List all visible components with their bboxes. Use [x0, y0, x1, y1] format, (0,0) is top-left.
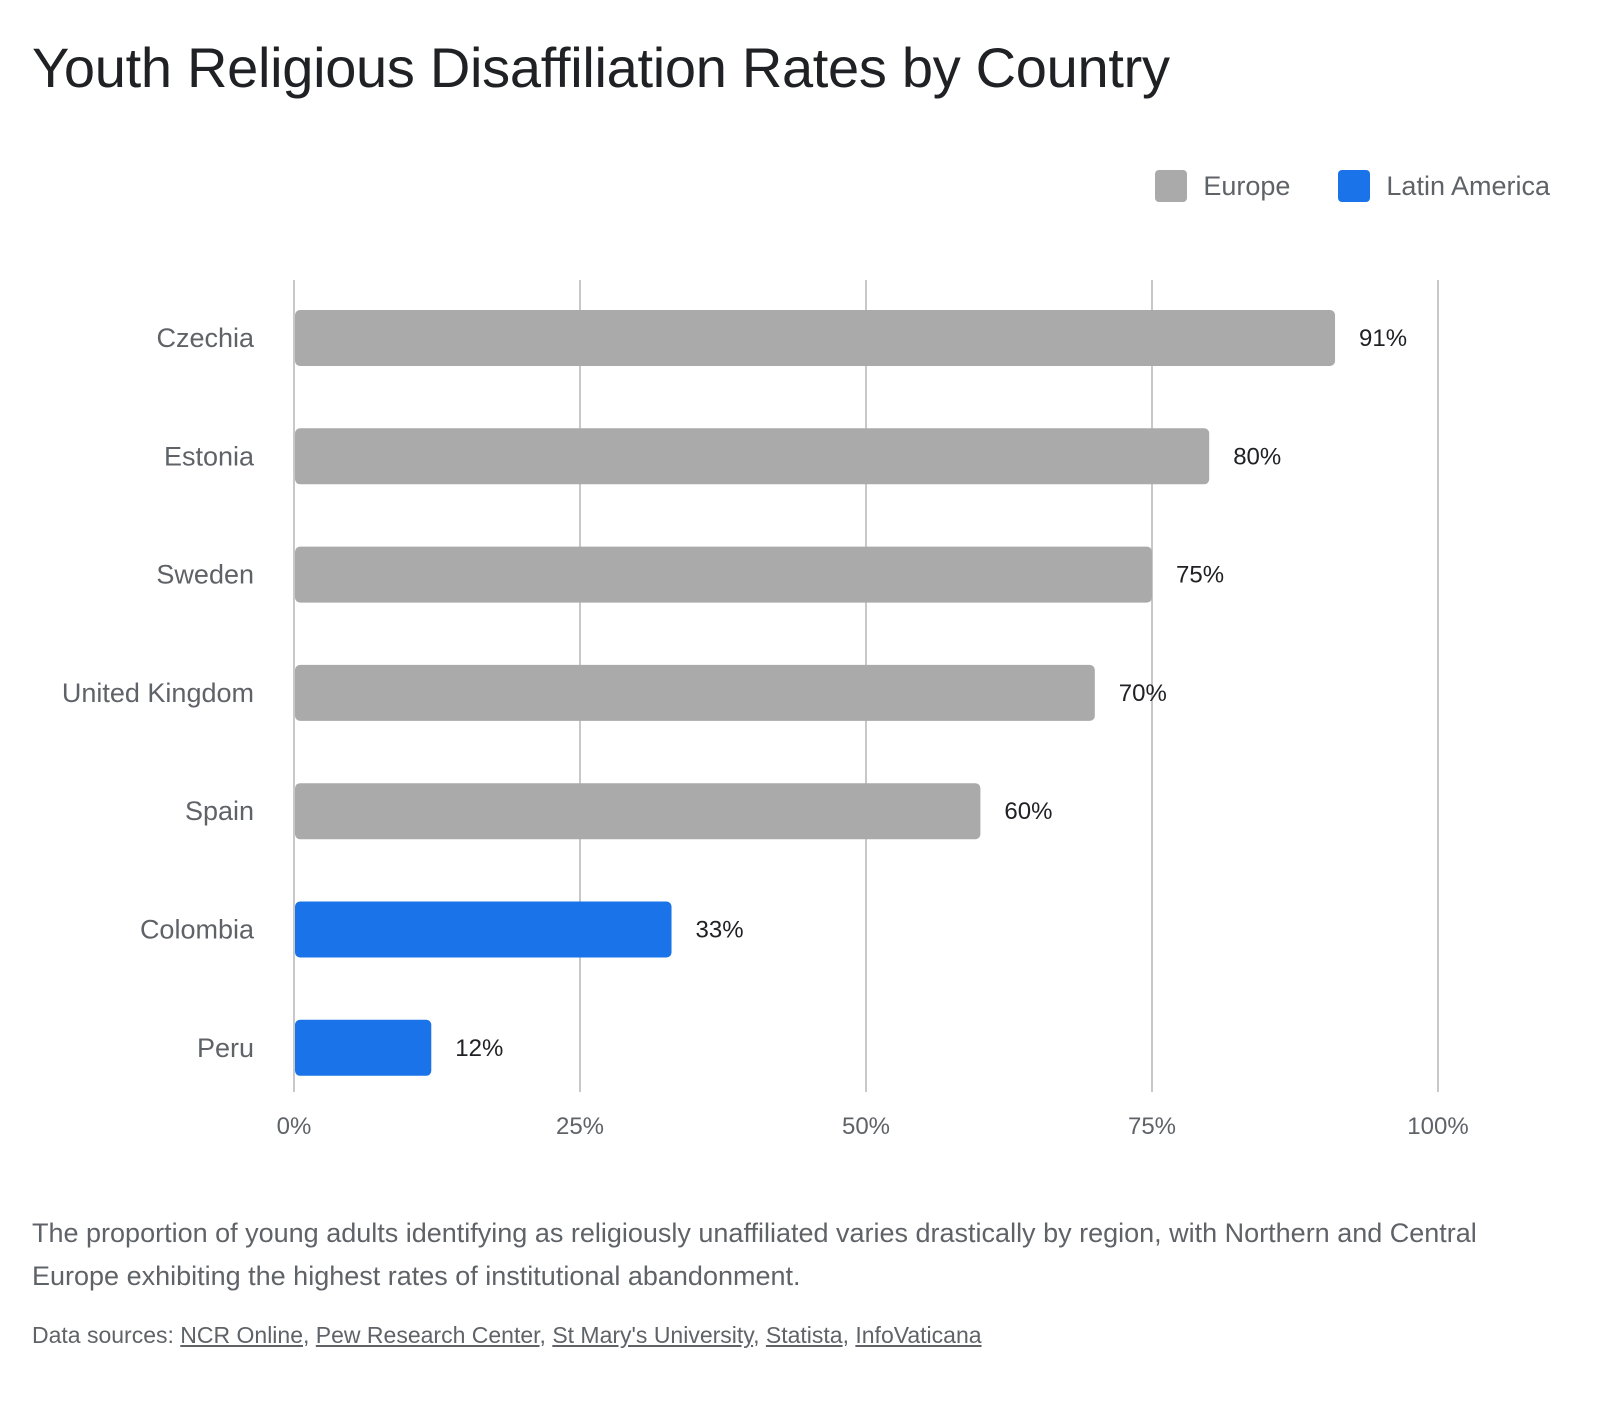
category-label-united-kingdom: United Kingdom: [62, 678, 254, 708]
bar-colombia: [295, 901, 672, 958]
x-tick-label-50: 50%: [842, 1113, 890, 1140]
x-tick-label-0: 0%: [277, 1113, 312, 1140]
category-label-spain: Spain: [185, 796, 254, 826]
data-label-peru: 12%: [455, 1035, 503, 1062]
source-link-statista[interactable]: Statista: [765, 1322, 843, 1348]
bar-spain: [295, 783, 981, 840]
legend-item-europe: Europe: [1155, 170, 1290, 202]
data-label-estonia: 80%: [1233, 443, 1281, 470]
source-link-infovaticana[interactable]: InfoVaticana: [855, 1322, 982, 1348]
category-label-estonia: Estonia: [164, 441, 255, 471]
data-label-spain: 60%: [1004, 798, 1052, 825]
data-sources: Data sources: NCR Online, Pew Research C…: [32, 1322, 982, 1348]
legend-label-latin-america: Latin America: [1386, 170, 1550, 201]
data-label-colombia: 33%: [696, 917, 744, 944]
bar-chart: 0% 25% 50% 75% 100% Czechia 91% Estonia 80% Swede…: [62, 280, 1469, 1140]
category-label-sweden: Sweden: [156, 560, 254, 590]
data-label-czechia: 91%: [1359, 325, 1407, 352]
bar-peru: [295, 1019, 432, 1076]
category-label-czechia: Czechia: [156, 323, 255, 353]
data-label-sweden: 75%: [1176, 562, 1224, 589]
legend-label-europe: Europe: [1203, 170, 1291, 201]
legend-item-latin-america: Latin America: [1338, 170, 1550, 202]
data-label-united-kingdom: 70%: [1119, 680, 1167, 707]
chart-caption: The proportion of young adults identifyi…: [32, 1218, 1477, 1291]
category-label-peru: Peru: [197, 1033, 254, 1063]
bar-czechia: [295, 310, 1336, 366]
bar-estonia: [295, 428, 1210, 485]
x-tick-label-100: 100%: [1407, 1113, 1468, 1140]
x-tick-label-75: 75%: [1128, 1113, 1176, 1140]
bar-united-kingdom: [295, 664, 1095, 721]
legend-swatch-latin-america: [1338, 170, 1371, 202]
source-link-st-marys-university[interactable]: St Mary's University: [552, 1322, 754, 1348]
x-tick-label-25: 25%: [556, 1113, 604, 1140]
source-link-ncr-online[interactable]: NCR Online: [180, 1322, 304, 1348]
labels: 0% 25% 50% 75% 100% Czechia 91% Estonia 80% Swede…: [62, 323, 1469, 1140]
source-link-pew-research-center[interactable]: Pew Research Center: [315, 1322, 540, 1348]
sources-prefix: Data sources:: [32, 1322, 181, 1348]
bars: [295, 310, 1336, 1076]
category-label-colombia: Colombia: [140, 915, 255, 945]
legend-swatch-europe: [1155, 170, 1188, 202]
chart-legend: Europe Latin America: [1155, 170, 1550, 202]
chart-title: Youth Religious Disaffiliation Rates by …: [32, 36, 1170, 99]
bar-sweden: [295, 546, 1152, 603]
